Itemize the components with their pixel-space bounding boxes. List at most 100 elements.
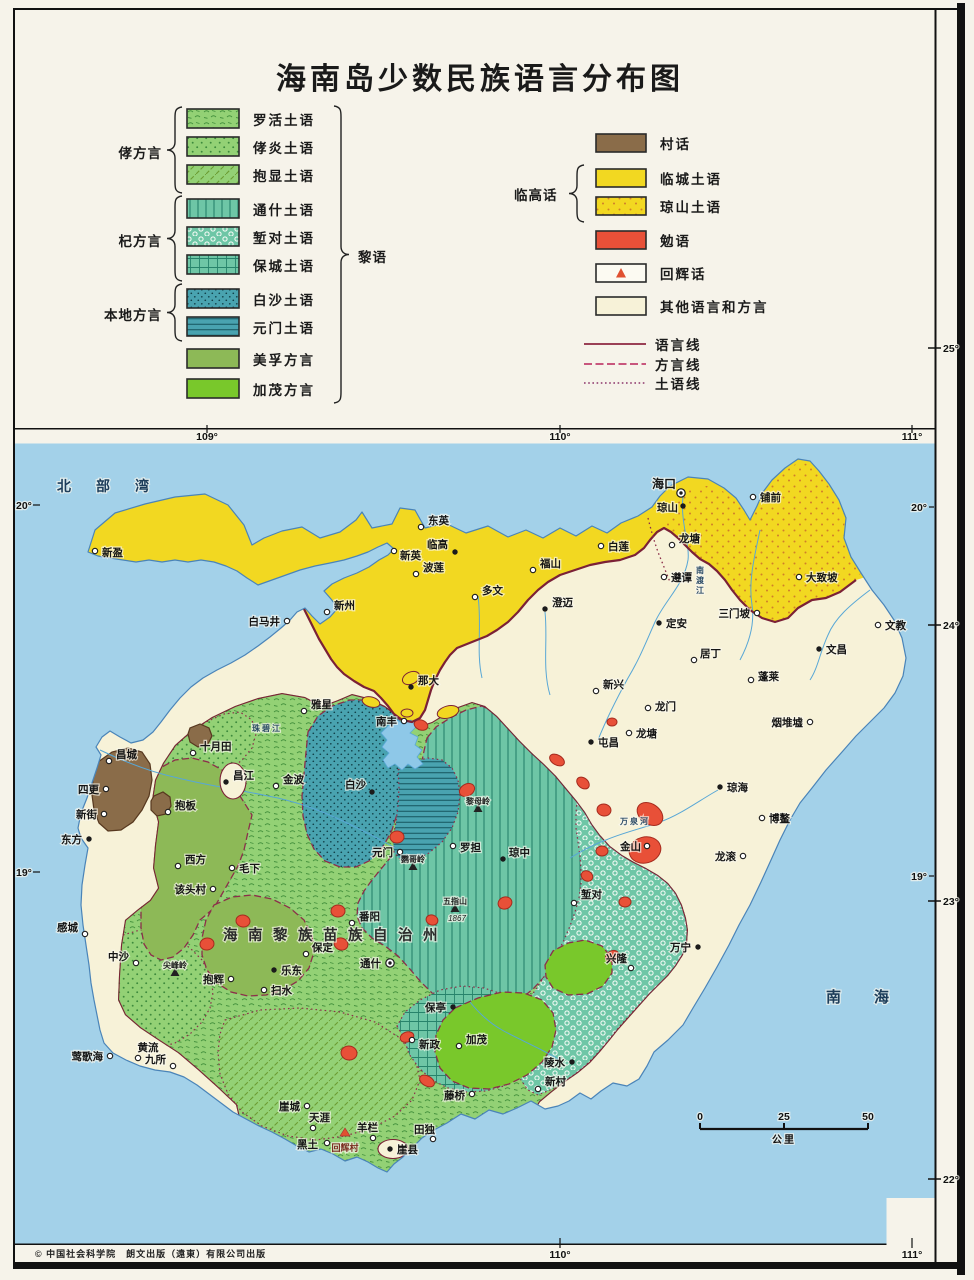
town-label: 龙门 [654,700,676,713]
town-marker: 该头村 [173,882,217,897]
town-label: 龙塘 [678,532,700,545]
legend-brace [166,195,183,282]
town-marker: 福山 [529,556,562,574]
river-label: 珠碧江 [252,723,282,733]
town-marker: 新政 [408,1036,442,1052]
latitude-label-right-outer: 25° [943,343,959,355]
town-marker: 蓬莱 [747,669,781,684]
town-label: 羊栏 [357,1121,378,1134]
swatch-yuanmen [186,316,240,337]
mien-enclave [576,776,590,790]
town-label: 福山 [539,557,561,570]
town-label: 加茂 [465,1033,487,1046]
legend-item-cun: 村话 [595,133,691,153]
town-label: 定安 [665,617,687,630]
mountain-marker: 五指山 1867 [442,895,468,924]
town-label: 三门坡 [719,607,751,620]
huihui-triangle-icon [616,268,626,278]
town-marker: 东方 [60,832,92,847]
town-marker: 龙塘 [625,726,659,741]
town-marker: 新州 [323,598,356,616]
swatch-tongshi [186,198,240,219]
town-label: 元门 [372,846,393,859]
mien-enclave [595,845,609,857]
town-marker: 三门坡 [717,606,761,621]
mountain-triangle-icon [408,862,418,870]
town-label: 金波 [282,773,304,786]
town-label: 烟堆墟 [772,716,804,729]
town-marker: 文教 [874,618,908,633]
longitude-label-bottom: 110° [549,1249,570,1261]
town-marker: 琼山 [656,500,686,515]
town-marker: 黄流 [134,1040,160,1062]
legend-brace [166,106,183,194]
town-marker: 烟堆墟 [770,715,814,730]
group-label-lingao: 临高话 [514,188,558,203]
town-marker: 白沙 [344,777,375,795]
swatch-haoyan [186,136,240,157]
town-label: 堑对 [581,888,602,901]
swatch-jiamao [186,378,240,399]
town-label: 雅星 [311,698,332,711]
town-label: 天涯 [309,1111,330,1124]
town-label: 抱辉 [203,973,224,986]
language-line-sample [584,343,646,345]
town-marker: 西方 [174,852,208,870]
legend-brace [568,164,585,223]
town-marker: 元门 [371,845,404,860]
town-label: 博鳌 [769,812,790,825]
town-label: 居丁 [700,648,721,660]
region-jiamao-xinglong [544,939,613,996]
scale-tick-label: 50 [862,1111,874,1123]
town-marker: 陵水 [543,1055,575,1070]
town-marker: 九所 [143,1052,177,1070]
town-marker: 罗担 [449,840,483,855]
town-label: 琼山 [657,501,678,514]
town-marker: 波莲 [412,560,446,578]
swatch-huihui [595,263,647,283]
town-marker: 抱辉 [202,972,235,987]
scale-tick-label: 0 [697,1111,703,1123]
legend-item-tongshi: 通什土语 [186,198,315,219]
legend-item-haoyan: 侾炎土语 [186,136,315,157]
town-marker: 琼中 [500,845,531,862]
language-enclaves [199,670,664,1088]
town-label: 白马井 [249,615,281,628]
town-marker: 四更 [77,783,110,797]
town-label: 文昌 [825,643,847,656]
mountain-elevation: 1867 [448,914,466,923]
town-marker: 黑土 [296,1137,331,1152]
latitude-label-right-inner: 19° [911,871,927,883]
lingao-enclave [400,708,414,718]
town-marker: 文昌 [816,642,848,657]
town-label: 大致坡 [806,571,838,584]
mountain-label: 黎母岭 [466,796,490,806]
town-label: 该头村 [175,883,207,896]
legend-item-language-line: 语言线 [583,334,702,354]
town-label: 新村 [545,1075,566,1088]
town-label: 临高 [427,538,448,551]
yaxian-town-enclave [377,1138,409,1160]
town-marker: 新盈 [91,545,125,560]
legend-item-mian: 勉语 [595,230,691,250]
mien-enclave [497,896,513,910]
town-label: 金山 [619,840,641,853]
town-label: 东方 [61,833,82,846]
sea-label: 南海 [826,988,922,1006]
longitude-label-top: 110° [549,431,570,443]
town-marker: 新街 [75,807,108,822]
town-marker: 屯昌 [588,735,620,750]
town-label: 文教 [884,619,906,632]
legend-brace [333,105,350,404]
town-marker: 扫水 [260,983,294,998]
mien-enclave [330,904,346,918]
town-marker: 昌城 [105,747,139,765]
latitude-label-right-outer: 23° [943,896,959,908]
town-label: 新兴 [603,678,624,691]
mien-enclave [549,753,565,767]
region-haoyan-south [118,929,214,1049]
town-label: 乐东 [281,964,302,977]
latitude-label-right-outer: 24° [943,620,959,632]
town-label: 田独 [414,1123,435,1136]
river-label: 万泉河 [619,816,650,826]
